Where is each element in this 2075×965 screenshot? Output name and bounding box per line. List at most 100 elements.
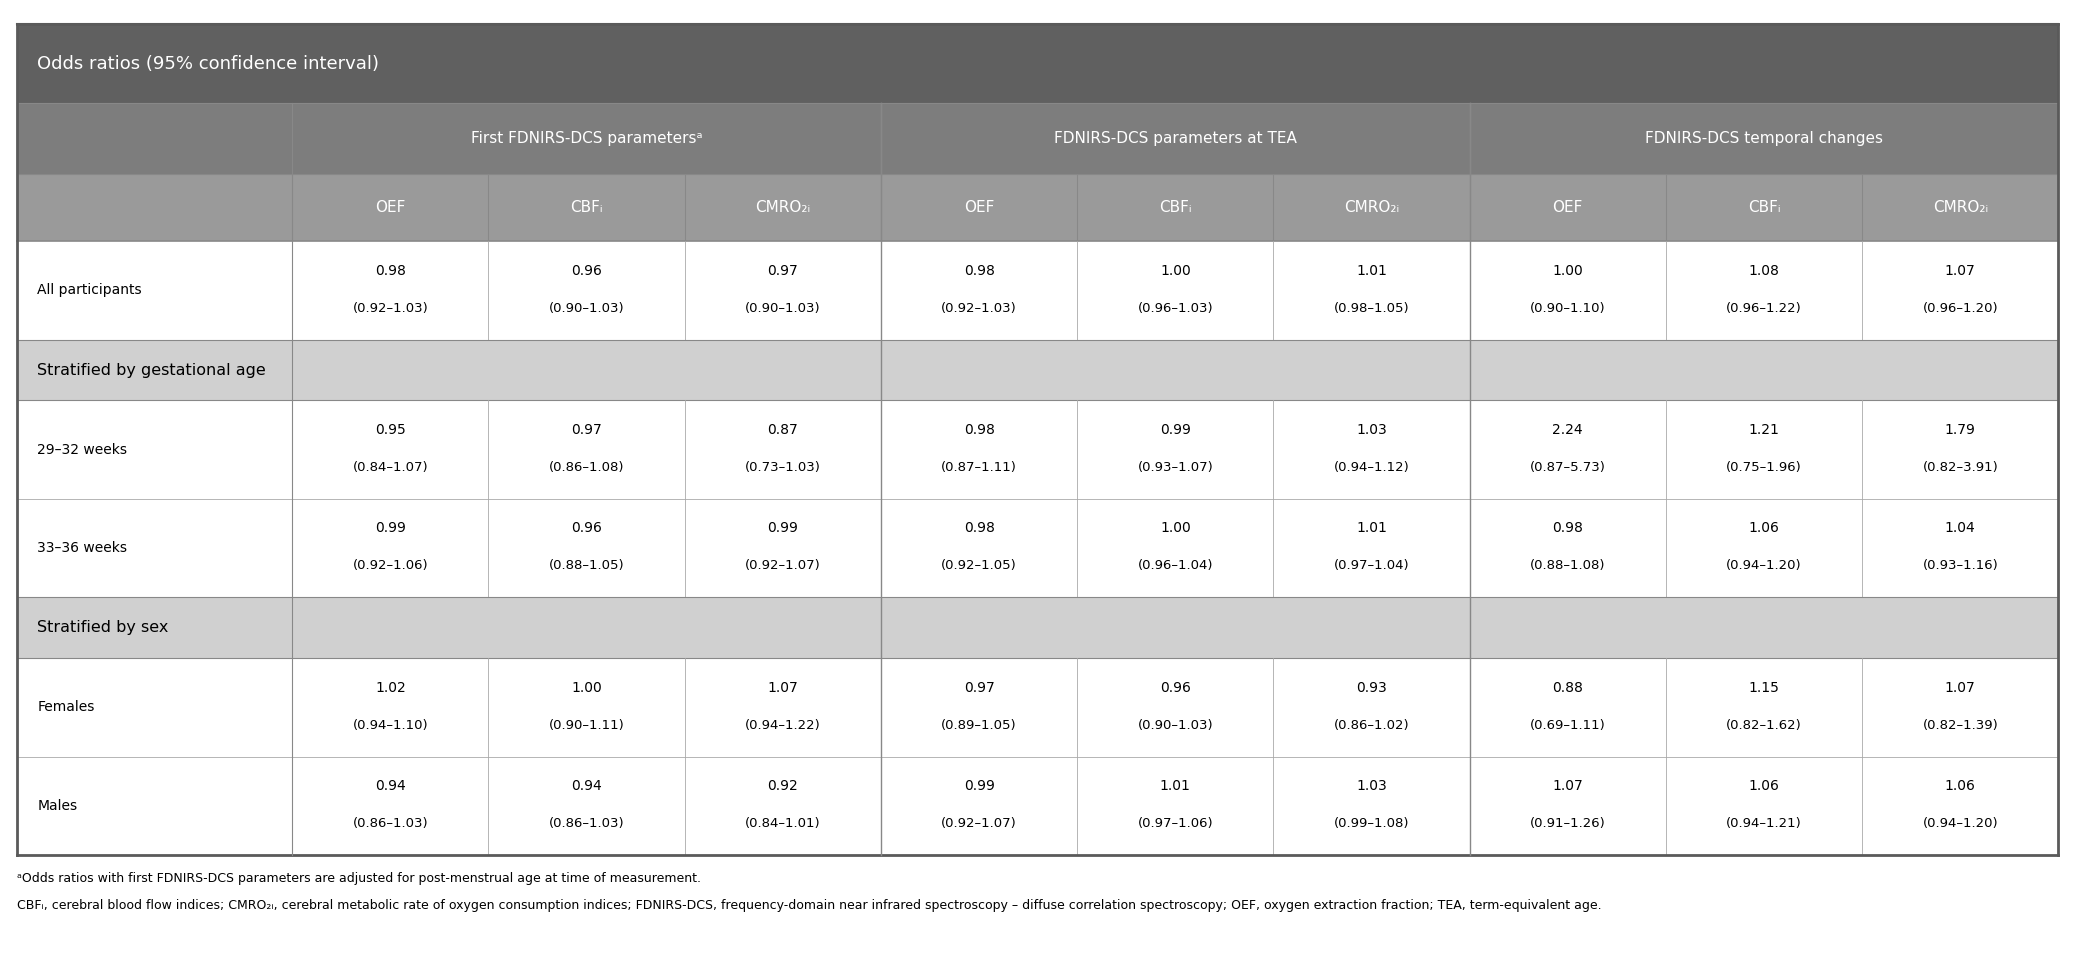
Text: 0.94: 0.94 [571,779,602,793]
Text: (0.96–1.22): (0.96–1.22) [1726,302,1801,315]
Text: ᵃOdds ratios with first FDNIRS-DCS parameters are adjusted for post-menstrual ag: ᵃOdds ratios with first FDNIRS-DCS param… [17,872,701,885]
Text: (0.99–1.08): (0.99–1.08) [1334,817,1409,830]
Text: CMRO₂ᵢ: CMRO₂ᵢ [755,200,811,215]
Text: 0.98: 0.98 [963,423,994,437]
Text: (0.92–1.03): (0.92–1.03) [942,302,1017,315]
Text: 1.06: 1.06 [1944,779,1975,793]
Text: CBFᵢ: CBFᵢ [1747,200,1780,215]
Text: (0.88–1.05): (0.88–1.05) [548,560,625,572]
Text: 1.01: 1.01 [1357,521,1386,536]
Text: (0.87–5.73): (0.87–5.73) [1529,461,1606,474]
Text: (0.96–1.20): (0.96–1.20) [1921,302,1998,315]
Text: Males: Males [37,799,77,813]
Text: (0.73–1.03): (0.73–1.03) [745,461,822,474]
Text: (0.94–1.20): (0.94–1.20) [1921,817,1998,830]
Bar [17,174,2058,241]
Text: 1.06: 1.06 [1749,521,1780,536]
Text: 0.95: 0.95 [376,423,407,437]
Text: (0.90–1.11): (0.90–1.11) [548,719,625,731]
Text: 1.03: 1.03 [1357,423,1386,437]
Text: (0.86–1.08): (0.86–1.08) [550,461,625,474]
Text: CBFᵢ: CBFᵢ [571,200,604,215]
Text: (0.82–3.91): (0.82–3.91) [1921,461,1998,474]
Text: (0.69–1.11): (0.69–1.11) [1529,719,1606,731]
Text: 1.21: 1.21 [1749,423,1780,437]
Text: 0.96: 0.96 [1160,680,1191,695]
Text: OEF: OEF [1552,200,1583,215]
Text: (0.92–1.07): (0.92–1.07) [745,560,822,572]
Text: (0.84–1.07): (0.84–1.07) [353,461,427,474]
Text: 1.15: 1.15 [1749,680,1780,695]
Text: 1.07: 1.07 [1944,680,1975,695]
Text: (0.92–1.03): (0.92–1.03) [353,302,427,315]
Text: 0.97: 0.97 [963,680,994,695]
Text: Stratified by sex: Stratified by sex [37,620,168,635]
Text: All participants: All participants [37,284,141,297]
Text: 33–36 weeks: 33–36 weeks [37,541,127,555]
Text: 0.88: 0.88 [1552,680,1583,695]
Text: (0.94–1.22): (0.94–1.22) [745,719,822,731]
Text: CMRO₂ᵢ: CMRO₂ᵢ [1345,200,1399,215]
Text: (0.93–1.07): (0.93–1.07) [1137,461,1214,474]
Text: (0.75–1.96): (0.75–1.96) [1726,461,1801,474]
Text: 1.07: 1.07 [1552,779,1583,793]
Text: OEF: OEF [965,200,994,215]
Text: 0.97: 0.97 [571,423,602,437]
Text: (0.89–1.05): (0.89–1.05) [942,719,1017,731]
Bar [17,340,2058,400]
Text: (0.96–1.03): (0.96–1.03) [1137,302,1214,315]
Text: 1.02: 1.02 [376,680,407,695]
Bar [17,24,2058,103]
Text: Females: Females [37,701,95,714]
Text: (0.90–1.03): (0.90–1.03) [745,302,820,315]
Text: (0.97–1.06): (0.97–1.06) [1137,817,1214,830]
Text: (0.92–1.06): (0.92–1.06) [353,560,427,572]
Text: 1.03: 1.03 [1357,779,1386,793]
Bar [17,400,2058,499]
Text: 0.92: 0.92 [768,779,799,793]
Text: Stratified by gestational age: Stratified by gestational age [37,363,266,377]
Text: CBFᵢ, cerebral blood flow indices; CMRO₂ᵢ, cerebral metabolic rate of oxygen con: CBFᵢ, cerebral blood flow indices; CMRO₂… [17,899,1602,912]
Text: 29–32 weeks: 29–32 weeks [37,443,127,456]
Text: 0.99: 0.99 [768,521,799,536]
Text: 1.79: 1.79 [1944,423,1975,437]
Text: FDNIRS-DCS temporal changes: FDNIRS-DCS temporal changes [1645,131,1882,146]
Text: (0.98–1.05): (0.98–1.05) [1334,302,1409,315]
Text: 0.93: 0.93 [1357,680,1386,695]
Bar [17,241,2058,340]
Text: 0.98: 0.98 [963,521,994,536]
Text: 0.94: 0.94 [376,779,407,793]
Text: (0.86–1.03): (0.86–1.03) [548,817,625,830]
Text: (0.84–1.01): (0.84–1.01) [745,817,820,830]
Text: (0.94–1.10): (0.94–1.10) [353,719,427,731]
Text: (0.94–1.21): (0.94–1.21) [1726,817,1801,830]
Text: 0.97: 0.97 [768,263,799,278]
Text: (0.90–1.03): (0.90–1.03) [1137,719,1214,731]
Text: 2.24: 2.24 [1552,423,1583,437]
Text: (0.86–1.03): (0.86–1.03) [353,817,427,830]
Bar [17,658,2058,757]
Text: 0.98: 0.98 [376,263,407,278]
Text: 0.98: 0.98 [1552,521,1583,536]
Text: (0.92–1.07): (0.92–1.07) [942,817,1017,830]
Bar [17,757,2058,855]
Text: 0.96: 0.96 [571,521,602,536]
Text: OEF: OEF [376,200,405,215]
Text: 0.96: 0.96 [571,263,602,278]
Text: (0.92–1.05): (0.92–1.05) [942,560,1017,572]
Text: 1.00: 1.00 [1160,263,1191,278]
Text: (0.91–1.26): (0.91–1.26) [1529,817,1606,830]
Text: 0.99: 0.99 [1160,423,1191,437]
Text: (0.96–1.04): (0.96–1.04) [1137,560,1214,572]
Text: 1.07: 1.07 [1944,263,1975,278]
Text: (0.82–1.62): (0.82–1.62) [1726,719,1801,731]
Text: 0.99: 0.99 [376,521,407,536]
Text: 0.99: 0.99 [963,779,994,793]
Text: (0.90–1.10): (0.90–1.10) [1529,302,1606,315]
Text: Odds ratios (95% confidence interval): Odds ratios (95% confidence interval) [37,55,380,72]
Text: 0.87: 0.87 [768,423,799,437]
Text: FDNIRS-DCS parameters at TEA: FDNIRS-DCS parameters at TEA [1054,131,1297,146]
Text: (0.86–1.02): (0.86–1.02) [1334,719,1409,731]
Text: (0.88–1.08): (0.88–1.08) [1529,560,1606,572]
Text: (0.82–1.39): (0.82–1.39) [1921,719,1998,731]
